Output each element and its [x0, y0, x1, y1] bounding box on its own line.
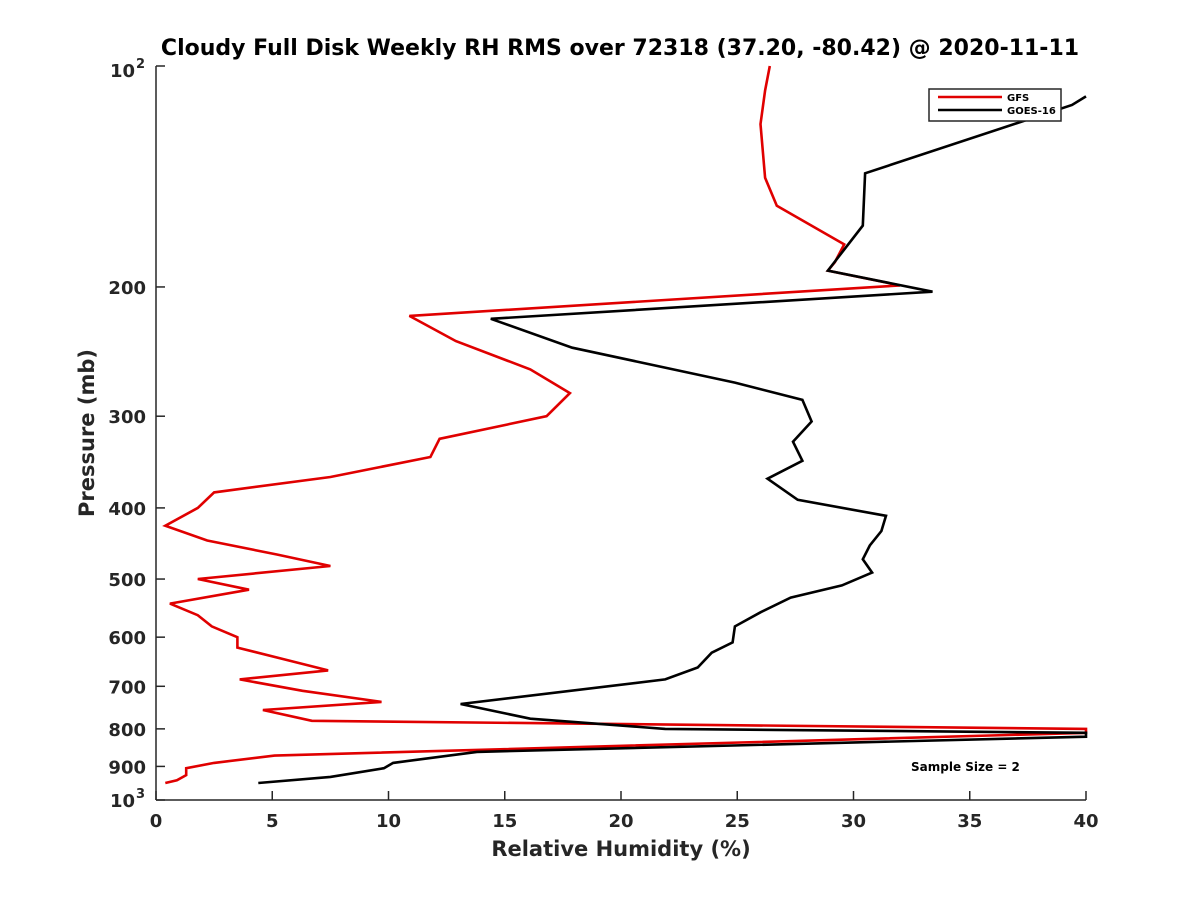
x-ticks: 0 5 10 15 20 25 30 35 40: [150, 791, 1099, 832]
x-axis-label: Relative Humidity (%): [491, 837, 750, 861]
y-tick-label: 800: [108, 720, 146, 741]
y-tick-exponent: 3: [136, 787, 145, 802]
y-axis-label: Pressure (mb): [75, 349, 99, 517]
y-tick-label: 10: [110, 61, 135, 82]
y-tick-label: 500: [108, 570, 146, 591]
legend-label-gfs: GFS: [1007, 93, 1029, 104]
legend-label-goes16: GOES-16: [1007, 106, 1056, 117]
x-tick-label: 25: [725, 811, 750, 832]
x-tick-label: 10: [376, 811, 401, 832]
x-tick-label: 20: [608, 811, 633, 832]
x-tick-label: 5: [266, 811, 279, 832]
legend-box: [928, 88, 1062, 122]
chart-title: Cloudy Full Disk Weekly RH RMS over 7231…: [161, 36, 1079, 61]
x-tick-label: 40: [1073, 811, 1098, 832]
plot-area: 0 5 10 15 20 25 30 35 40 10 220030040050060070080…: [108, 57, 1098, 832]
y-tick-label: 10: [110, 791, 135, 812]
series-line-goes16: [258, 95, 1088, 785]
y-tick-label: 300: [108, 407, 146, 428]
x-tick-label: 15: [492, 811, 517, 832]
y-tick-label: 400: [108, 499, 146, 520]
series-lines: [162, 65, 1088, 785]
y-tick-label: 700: [108, 677, 146, 698]
sample-size-annotation: Sample Size = 2: [911, 760, 1020, 774]
x-tick-label: 35: [957, 811, 982, 832]
y-tick-label: 600: [108, 628, 146, 649]
x-tick-label: 0: [150, 811, 163, 832]
y-tick-label: 900: [108, 757, 146, 778]
y-tick-exponent: 2: [136, 57, 145, 72]
legend: GFS GOES-16: [928, 88, 1062, 122]
plot-frame: [156, 66, 1086, 800]
x-tick-label: 30: [841, 811, 866, 832]
y-tick-label: 200: [108, 278, 146, 299]
